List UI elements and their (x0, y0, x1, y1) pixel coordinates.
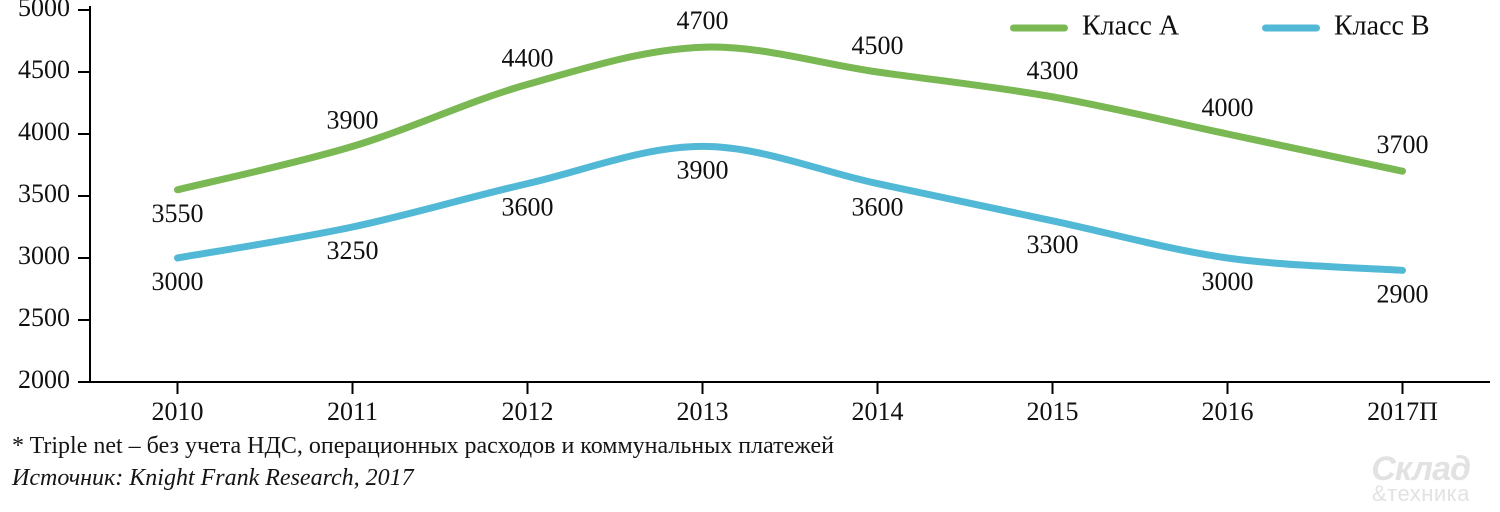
y-tick-label: 2500 (18, 303, 70, 332)
footnote-text: * Triple net – без учета НДС, операционн… (12, 430, 1500, 462)
chart-svg: 2000 2500 3000 3500 4000 4500 5000 2010 2011 2012… (0, 0, 1500, 430)
value-label: 4700 (677, 6, 729, 35)
x-tick-label: 2013 (677, 397, 729, 426)
value-label: 4400 (502, 43, 554, 72)
value-label: 3000 (152, 267, 204, 296)
legend-swatch-class-a (1010, 25, 1068, 32)
x-tick-label: 2010 (152, 397, 204, 426)
source-text: Источник: Knight Frank Research, 2017 (12, 462, 1500, 494)
x-tick-label: 2017П (1367, 397, 1438, 426)
y-tick-label: 2000 (18, 365, 70, 394)
value-label: 3900 (677, 155, 729, 184)
x-tick-label: 2014 (852, 397, 904, 426)
value-label: 3600 (502, 193, 554, 222)
line-chart: 2000 2500 3000 3500 4000 4500 5000 2010 2011 2012… (0, 0, 1500, 430)
value-label: 4300 (1027, 56, 1079, 85)
x-tick-label: 2016 (1202, 397, 1254, 426)
y-tick-label: 3000 (18, 241, 70, 270)
value-label: 3300 (1027, 230, 1079, 259)
value-label: 3600 (852, 193, 904, 222)
value-label: 3550 (152, 199, 204, 228)
y-tick-label: 3500 (18, 179, 70, 208)
y-tick-label: 4000 (18, 117, 70, 146)
footnotes: * Triple net – без учета НДС, операционн… (0, 430, 1500, 495)
x-tick-label: 2012 (502, 397, 554, 426)
legend-swatch-class-b (1262, 25, 1320, 32)
watermark-line1: Склад (1371, 454, 1470, 485)
x-tick-label: 2015 (1027, 397, 1079, 426)
watermark-line2: &техника (1371, 484, 1470, 504)
value-label: 3000 (1202, 267, 1254, 296)
value-label: 3250 (327, 236, 379, 265)
y-tick-label: 5000 (18, 0, 70, 22)
value-label: 3900 (327, 105, 379, 134)
value-label: 3700 (1377, 130, 1429, 159)
value-label: 4500 (852, 31, 904, 60)
watermark: Склад &техника (1371, 454, 1470, 504)
value-label: 2900 (1377, 279, 1429, 308)
legend-label-class-b: Класс В (1334, 10, 1430, 41)
value-label: 4000 (1202, 93, 1254, 122)
legend-label-class-a: Класс А (1082, 10, 1180, 41)
x-tick-label: 2011 (327, 397, 378, 426)
y-tick-label: 4500 (18, 55, 70, 84)
